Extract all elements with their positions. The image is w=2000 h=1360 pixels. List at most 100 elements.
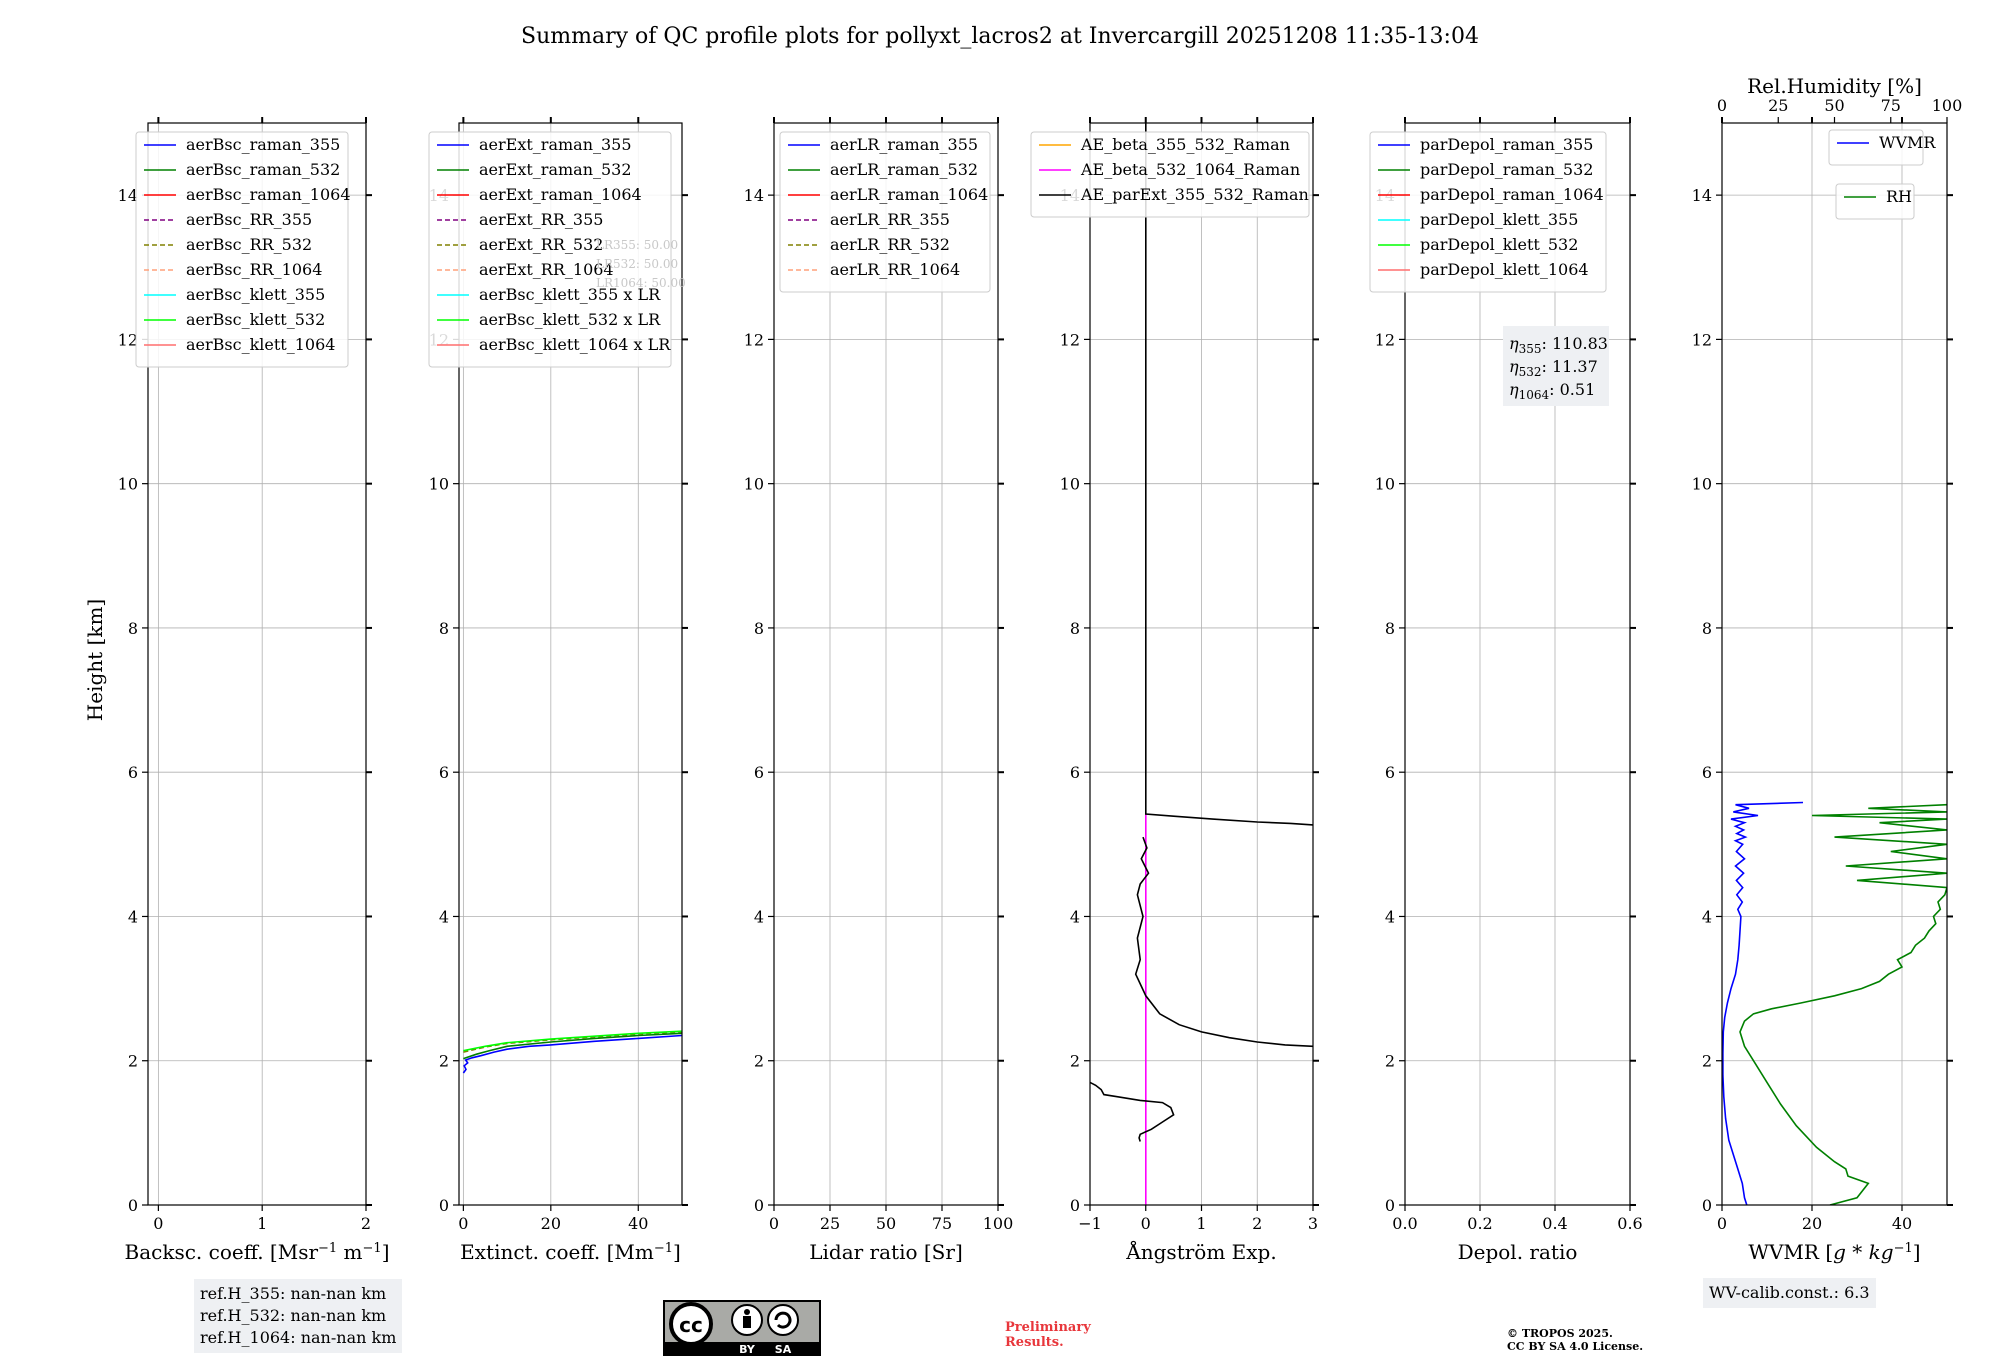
legend-entry: aerExt_RR_355 xyxy=(479,210,603,229)
y-tick-label: 0 xyxy=(1385,1196,1395,1215)
y-tick-label: 6 xyxy=(1385,763,1395,782)
y-tick-label: 0 xyxy=(1702,1196,1712,1215)
y-tick-label: 2 xyxy=(128,1052,138,1071)
wv-calibration-box: WV-calib.const.: 6.3 xyxy=(1703,1278,1876,1308)
legend-frame xyxy=(1828,129,1924,166)
y-tick-label: 14 xyxy=(744,186,764,205)
y-tick-label: 4 xyxy=(1702,907,1712,926)
legend-frame xyxy=(779,131,991,293)
legend-entry: parDepol_raman_1064 xyxy=(1420,185,1604,204)
series-line-aerBsc_klett_532-x-LR xyxy=(463,1030,682,1052)
top-x-tick-label: 0 xyxy=(1717,96,1727,115)
reference-heights-box: ref.H_355: nan-nan km ref.H_532: nan-nan… xyxy=(194,1279,403,1353)
legend: parDepol_raman_355 parDepol_raman_532 parD… xyxy=(1369,131,1607,293)
ref-height-1064: ref.H_1064: nan-nan km xyxy=(200,1328,397,1347)
y-tick-label: 10 xyxy=(118,475,138,494)
y-tick-label: 4 xyxy=(128,907,138,926)
x-tick-label: −1 xyxy=(1078,1214,1102,1233)
cc-by-sa-badge: cc BY SA xyxy=(663,1300,821,1356)
by-label: BY xyxy=(739,1343,756,1356)
x-tick-label: 2 xyxy=(1252,1214,1262,1233)
x-tick-label: 40 xyxy=(628,1214,648,1233)
series-group xyxy=(1722,801,1947,1205)
legend-entry: aerBsc_klett_532 x LR xyxy=(479,310,661,329)
series-line-AE_parExt_355_532_Raman-upper xyxy=(1145,123,1313,826)
x-tick-label: 100 xyxy=(983,1214,1014,1233)
x-tick-label: 0 xyxy=(458,1214,468,1233)
legend-frame xyxy=(1369,131,1607,293)
series-group xyxy=(462,1030,682,1074)
y-tick-label: 12 xyxy=(1060,330,1080,349)
legend-entry: aerExt_RR_532 xyxy=(479,235,603,254)
cc-logo-text: cc xyxy=(679,1313,703,1337)
top-x-axis-label: Rel.Humidity [%] xyxy=(1747,74,1922,98)
y-tick-label: 10 xyxy=(1375,475,1395,494)
ref-height-532: ref.H_532: nan-nan km xyxy=(200,1306,387,1325)
x-tick-label: 20 xyxy=(1802,1214,1822,1233)
panel-extinction: 0246810121402040Extinct. coeff. [Mm−1]ae… xyxy=(428,117,688,1264)
x-axis-label: Lidar ratio [Sr] xyxy=(809,1240,963,1264)
y-tick-label: 4 xyxy=(1385,907,1395,926)
copyright-line-1: © TROPOS 2025. xyxy=(1507,1327,1613,1340)
x-tick-label: 0 xyxy=(1141,1214,1151,1233)
lidar-ratio-overlay-text: LR1064: 50.00 xyxy=(596,276,686,290)
x-tick-label: 0 xyxy=(153,1214,163,1233)
y-tick-label: 14 xyxy=(1692,186,1712,205)
legend-frame xyxy=(1030,131,1310,218)
legend-entry: aerExt_RR_1064 xyxy=(479,260,614,279)
x-tick-label: 2 xyxy=(361,1214,371,1233)
legend-entry: parDepol_klett_1064 xyxy=(1420,260,1589,279)
y-tick-label: 0 xyxy=(754,1196,764,1215)
legend: AE_beta_355_532_Raman AE_beta_532_1064_Ra… xyxy=(1030,131,1310,218)
top-x-tick-label: 50 xyxy=(1824,96,1844,115)
y-tick-label: 0 xyxy=(128,1196,138,1215)
preliminary-results-note: Preliminary Results. xyxy=(1005,1320,1091,1350)
y-tick-label: 0 xyxy=(439,1196,449,1215)
legend-entry: aerExt_raman_1064 xyxy=(479,185,642,204)
legend-entry: aerLR_raman_532 xyxy=(830,160,978,179)
legend-entry: aerBsc_raman_532 xyxy=(186,160,340,179)
share-alike-icon xyxy=(767,1304,799,1336)
axes-frame xyxy=(147,122,367,1206)
y-tick-label: 12 xyxy=(118,330,138,349)
panel-lidar-ratio: 0 2 4 6 8 10 12 14 0 25 50 75 100 Lidar ratio [Sr] aer… xyxy=(744,117,1014,1264)
top-x-tick-label: 25 xyxy=(1768,96,1788,115)
y-tick-label: 4 xyxy=(754,907,764,926)
series-line-WVMR xyxy=(1722,801,1804,1205)
series-line-AE_parExt_355_532_Raman-mid xyxy=(1134,836,1313,1048)
legend-entry: aerBsc_klett_1064 x LR xyxy=(479,335,671,354)
x-tick-label: 0.4 xyxy=(1542,1214,1567,1233)
legend-entry: aerBsc_klett_1064 xyxy=(186,335,335,354)
legend-entry: AE_beta_355_532_Raman xyxy=(1080,135,1290,154)
legend-entry: aerBsc_RR_355 xyxy=(186,210,312,229)
y-tick-label: 4 xyxy=(439,907,449,926)
figure-title: Summary of QC profile plots for pollyxt_… xyxy=(521,24,1479,49)
legend-entry: aerBsc_RR_532 xyxy=(186,235,312,254)
lidar-ratio-overlay-text: LR355: 50.00 xyxy=(596,238,678,252)
y-tick-label: 0 xyxy=(1070,1196,1080,1215)
legend-entry: AE_parExt_355_532_Raman xyxy=(1080,185,1309,204)
series-group xyxy=(1090,123,1313,1205)
legend-entry: aerBsc_klett_355 xyxy=(186,285,325,304)
y-tick-label: 6 xyxy=(1070,763,1080,782)
preliminary-line-1: Preliminary xyxy=(1005,1320,1091,1335)
top-x-tick-label: 75 xyxy=(1881,96,1901,115)
x-tick-label: 75 xyxy=(932,1214,952,1233)
legend: aerLR_raman_355 aerLR_raman_532 aerLR_rama… xyxy=(779,131,991,293)
legend-entry: RH xyxy=(1886,187,1912,206)
legend-entry: aerExt_raman_532 xyxy=(479,160,632,179)
y-tick-label: 12 xyxy=(1692,330,1712,349)
x-tick-label: 1 xyxy=(257,1214,267,1233)
eta-value: η1064: 0.51 xyxy=(1509,380,1595,402)
top-x-tick-label: 100 xyxy=(1932,96,1963,115)
legend-frame xyxy=(135,131,349,368)
legend-frame xyxy=(428,131,672,368)
x-axis-label: Backsc. coeff. [Msr−1 m−1] xyxy=(125,1240,390,1264)
y-tick-label: 10 xyxy=(744,475,764,494)
x-tick-label: 3 xyxy=(1308,1214,1318,1233)
legend-entry: aerBsc_klett_532 xyxy=(186,310,325,329)
y-tick-label: 6 xyxy=(128,763,138,782)
